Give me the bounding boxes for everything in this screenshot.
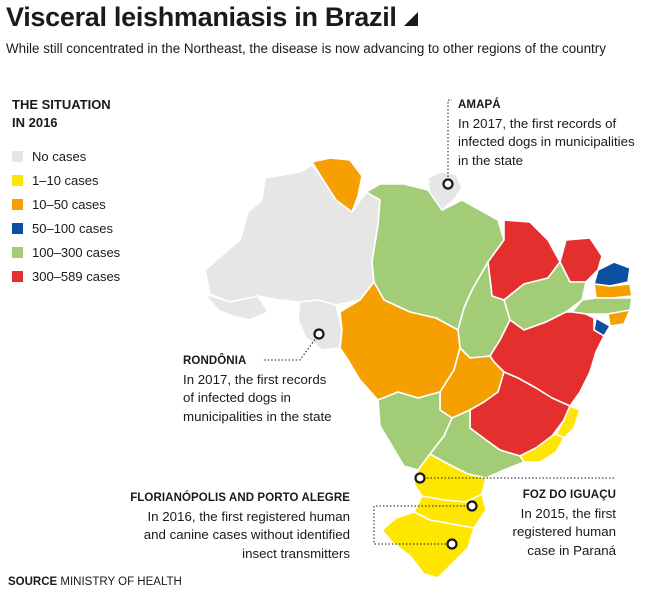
marker-porto-alegre-icon [446, 538, 458, 550]
legend-swatch [12, 198, 23, 210]
state-paraiba [593, 283, 633, 299]
state-roraima [311, 157, 363, 213]
marker-rondonia-icon [313, 328, 325, 340]
legend-item-1-10: 1–10 cases [12, 168, 120, 192]
legend-item-300-589: 300–589 cases [12, 264, 120, 288]
marker-amapa-icon [442, 178, 454, 190]
legend-heading: THE SITUATION IN 2016 [12, 97, 111, 130]
annotation-rondonia: RONDÔNIA In 2017, the first records of i… [183, 355, 332, 424]
leader-line-floripa [373, 505, 472, 545]
leader-line-amapa [447, 99, 452, 184]
legend-swatch [12, 246, 23, 258]
legend-item-10-50: 10–50 cases [12, 192, 120, 216]
legend-swatch [12, 270, 23, 282]
state-rio-grande-do-sul [381, 511, 475, 579]
state-rio-de-janeiro [519, 433, 565, 463]
marker-florianopolis-icon [466, 500, 478, 512]
annotation-florianopolis-porto-alegre: FLORIANÓPOLIS AND PORTO ALEGRE In 2016, … [130, 492, 350, 561]
legend-swatch [12, 150, 23, 162]
triangle-marker-icon [403, 12, 418, 26]
marker-foz-icon [414, 472, 426, 484]
legend-item-100-300: 100–300 cases [12, 240, 120, 264]
map-title: Visceral leishmaniasis in Brazil [6, 2, 418, 33]
annotation-amapa: AMAPÁ In 2017, the first records of infe… [458, 99, 635, 168]
state-alagoas [607, 309, 631, 327]
annotation-foz-do-iguacu: FOZ DO IGUAÇU In 2015, the first registe… [512, 489, 616, 558]
leader-line-rondonia [262, 333, 320, 361]
legend-item-50-100: 50–100 cases [12, 216, 120, 240]
map-subtitle: While still concentrated in the Northeas… [6, 41, 606, 56]
state-acre [204, 293, 269, 321]
legend: THE SITUATION IN 2016 No cases 1–10 case… [12, 96, 120, 288]
legend-swatch [12, 222, 23, 234]
source-credit: SOURCE MINISTRY OF HEALTH [8, 576, 182, 588]
state-rondonia [297, 299, 343, 351]
legend-swatch [12, 174, 23, 186]
legend-item-no-cases: No cases [12, 144, 120, 168]
